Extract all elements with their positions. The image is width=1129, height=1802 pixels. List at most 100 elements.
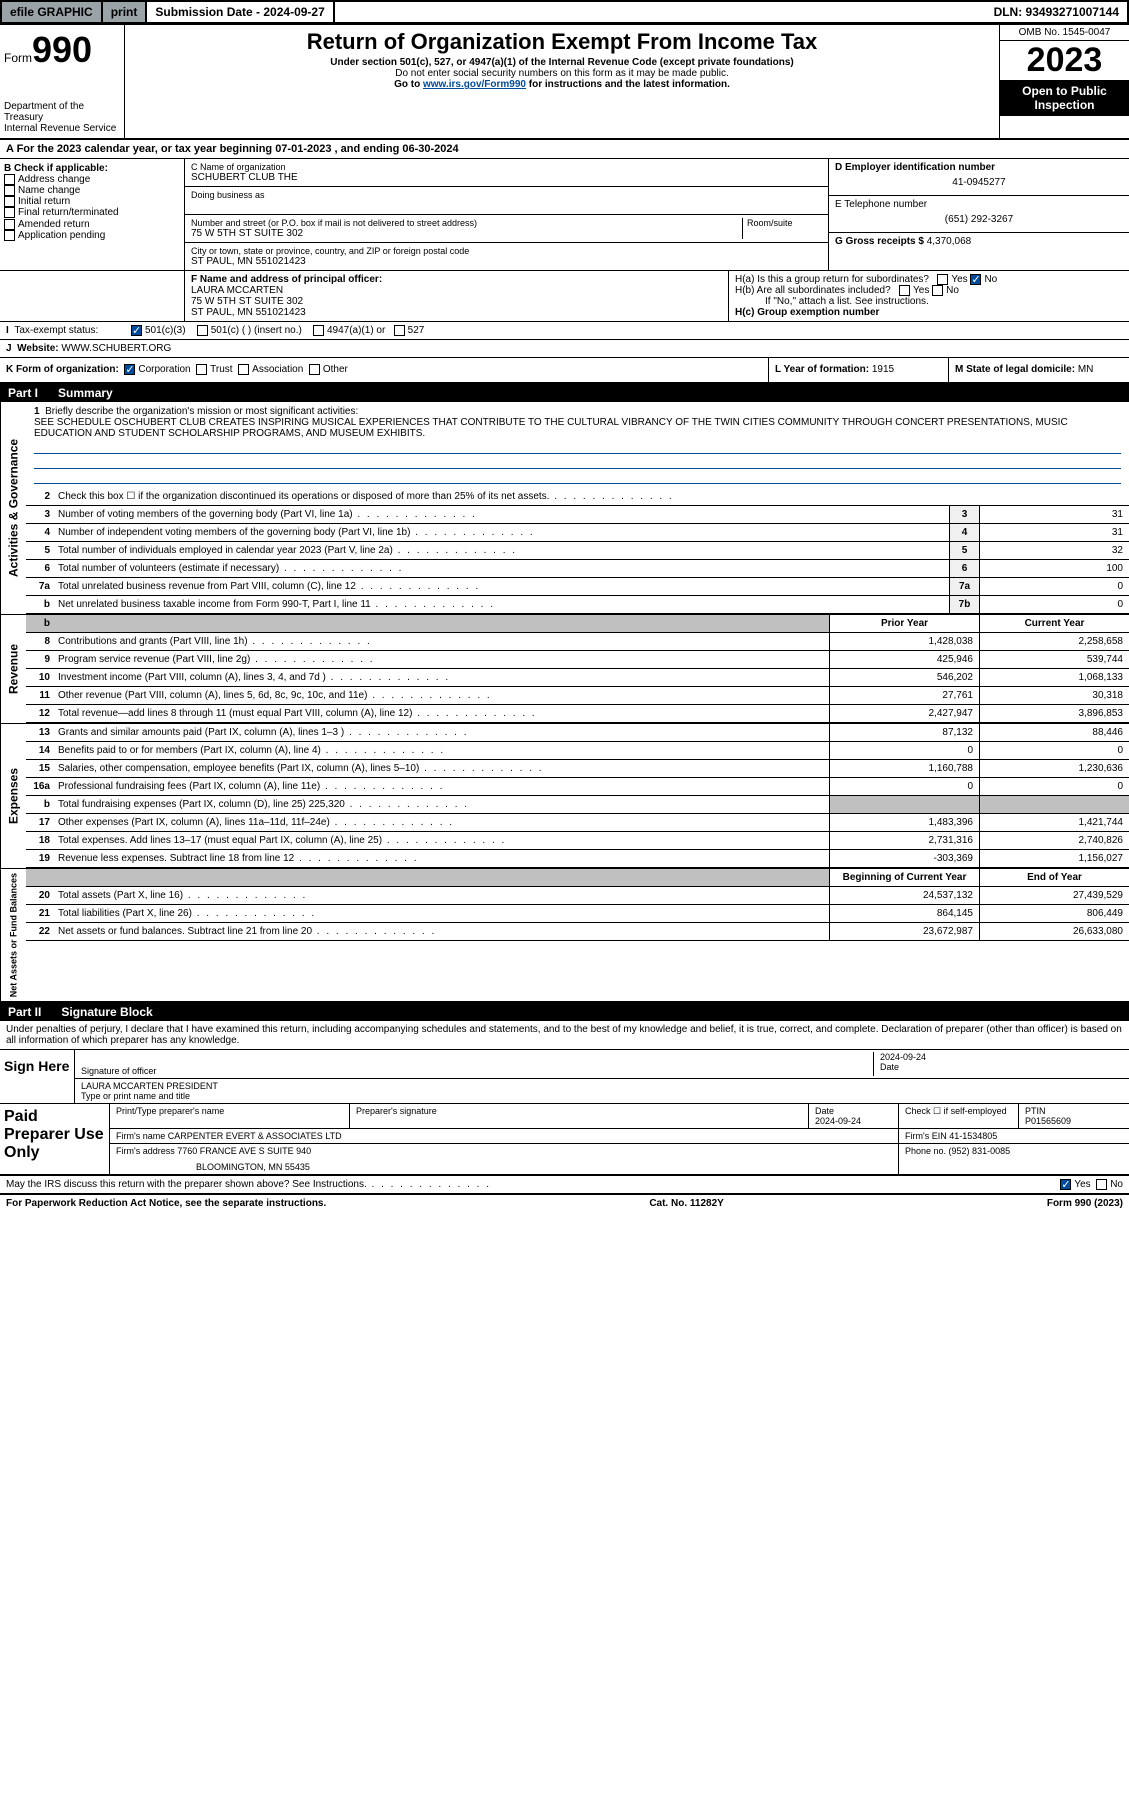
cat-number: Cat. No. 11282Y — [649, 1198, 723, 1209]
opt-501c3: 501(c)(3) — [145, 325, 186, 336]
curr-val: 0 — [979, 742, 1129, 759]
row-num: 12 — [26, 705, 56, 722]
row-num: 5 — [26, 542, 56, 559]
phone-label: E Telephone number — [835, 199, 1123, 210]
chk-amended[interactable] — [4, 219, 15, 230]
discuss-no: No — [1110, 1179, 1123, 1190]
prior-val: 23,672,987 — [829, 923, 979, 940]
period-line: A For the 2023 calendar year, or tax yea… — [0, 140, 465, 158]
table-row: 14Benefits paid to or for members (Part … — [26, 742, 1129, 760]
row-val: 0 — [979, 596, 1129, 613]
col-spacer — [56, 615, 829, 632]
tax-status-label: Tax-exempt status: — [14, 325, 98, 336]
print-name-label: Type or print name and title — [81, 1091, 1123, 1101]
officer-name: LAURA MCCARTEN — [191, 285, 722, 296]
state-value: MN — [1078, 364, 1094, 375]
row-desc: Total number of volunteers (estimate if … — [56, 560, 949, 577]
row-num: 8 — [26, 633, 56, 650]
firm-ein-label: Firm's EIN — [905, 1131, 949, 1141]
curr-val: 2,258,658 — [979, 633, 1129, 650]
dba-label: Doing business as — [191, 190, 822, 200]
table-row: 3Number of voting members of the governi… — [26, 506, 1129, 524]
prior-val: 27,761 — [829, 687, 979, 704]
prior-val: 864,145 — [829, 905, 979, 922]
firm-phone-label: Phone no. — [905, 1146, 949, 1156]
form-header: Form990 Department of the Treasury Inter… — [0, 24, 1129, 140]
chk-ha-yes[interactable] — [937, 274, 948, 285]
prior-val: 425,946 — [829, 651, 979, 668]
name-label: C Name of organization — [191, 162, 822, 172]
prep-selfemp: Check ☐ if self-employed — [899, 1104, 1019, 1128]
table-row: 7aTotal unrelated business revenue from … — [26, 578, 1129, 596]
row-box: 7b — [949, 596, 979, 613]
vert-expenses: Expenses — [0, 724, 26, 868]
row-val: 100 — [979, 560, 1129, 577]
officer-group-block: F Name and address of principal officer:… — [0, 271, 1129, 322]
chk-other[interactable] — [309, 364, 320, 375]
chk-discuss-yes[interactable] — [1060, 1179, 1071, 1190]
discuss-yes: Yes — [1074, 1179, 1090, 1190]
chk-ha-no[interactable] — [970, 274, 981, 285]
table-row: 22Net assets or fund balances. Subtract … — [26, 923, 1129, 941]
row-desc: Program service revenue (Part VIII, line… — [56, 651, 829, 668]
chk-address-change[interactable] — [4, 174, 15, 185]
rule-line — [34, 454, 1121, 469]
chk-assoc[interactable] — [238, 364, 249, 375]
row-desc: Professional fundraising fees (Part IX, … — [56, 778, 829, 795]
ha-yes: Yes — [951, 274, 967, 285]
irs-link[interactable]: www.irs.gov/Form990 — [423, 79, 526, 90]
row-num: 2 — [26, 488, 56, 505]
curr-val: 1,421,744 — [979, 814, 1129, 831]
table-row: 5Total number of individuals employed in… — [26, 542, 1129, 560]
curr-val: 2,740,826 — [979, 832, 1129, 849]
chk-discuss-no[interactable] — [1096, 1179, 1107, 1190]
table-row: 18Total expenses. Add lines 13–17 (must … — [26, 832, 1129, 850]
print-button[interactable]: print — [103, 2, 148, 22]
prep-date: 2024-09-24 — [815, 1116, 892, 1126]
chk-501c3[interactable] — [131, 325, 142, 336]
prior-val: 87,132 — [829, 724, 979, 741]
prior-year-hdr: Prior Year — [829, 615, 979, 632]
officer-print-name: LAURA MCCARTEN PRESIDENT — [81, 1081, 1123, 1091]
form-title: Return of Organization Exempt From Incom… — [133, 29, 991, 55]
chk-trust[interactable] — [196, 364, 207, 375]
opt-name-change: Name change — [18, 185, 80, 196]
discuss-text: May the IRS discuss this return with the… — [6, 1179, 491, 1190]
table-row: 17Other expenses (Part IX, column (A), l… — [26, 814, 1129, 832]
prior-val: 24,537,132 — [829, 887, 979, 904]
curr-val: 26,633,080 — [979, 923, 1129, 940]
opt-assoc: Association — [252, 365, 303, 376]
row-desc: Total liabilities (Part X, line 26) — [56, 905, 829, 922]
officer-addr1: 75 W 5TH ST SUITE 302 — [191, 296, 722, 307]
part2-header: Part II Signature Block — [0, 1003, 1129, 1021]
opt-527: 527 — [408, 325, 425, 336]
row-val: 0 — [979, 578, 1129, 595]
chk-hb-yes[interactable] — [899, 285, 910, 296]
opt-corp: Corporation — [138, 365, 190, 376]
chk-4947[interactable] — [313, 325, 324, 336]
col-spacer — [26, 869, 56, 886]
chk-name-change[interactable] — [4, 185, 15, 196]
opt-amended: Amended return — [18, 219, 90, 230]
curr-val: 0 — [979, 778, 1129, 795]
chk-corp[interactable] — [124, 364, 135, 375]
part1-title: Summary — [58, 386, 113, 400]
chk-initial[interactable] — [4, 196, 15, 207]
efile-button[interactable]: efile GRAPHIC — [2, 2, 103, 22]
org-info-block: B Check if applicable: Address change Na… — [0, 159, 1129, 271]
chk-hb-no[interactable] — [932, 285, 943, 296]
irs-label: Internal Revenue Service — [4, 123, 120, 134]
row-desc: Total unrelated business revenue from Pa… — [56, 578, 949, 595]
chk-501c[interactable] — [197, 325, 208, 336]
chk-527[interactable] — [394, 325, 405, 336]
part1-header: Part I Summary — [0, 384, 1129, 402]
chk-pending[interactable] — [4, 230, 15, 241]
table-row: 16aProfessional fundraising fees (Part I… — [26, 778, 1129, 796]
firm-addr-label: Firm's address — [116, 1146, 177, 1156]
netassets-block: Net Assets or Fund Balances Beginning of… — [0, 869, 1129, 1003]
row-num: b — [26, 596, 56, 613]
row-desc: Other revenue (Part VIII, column (A), li… — [56, 687, 829, 704]
chk-final[interactable] — [4, 207, 15, 218]
prep-name-hdr: Print/Type preparer's name — [116, 1106, 343, 1116]
sig-officer-label: Signature of officer — [81, 1066, 873, 1076]
